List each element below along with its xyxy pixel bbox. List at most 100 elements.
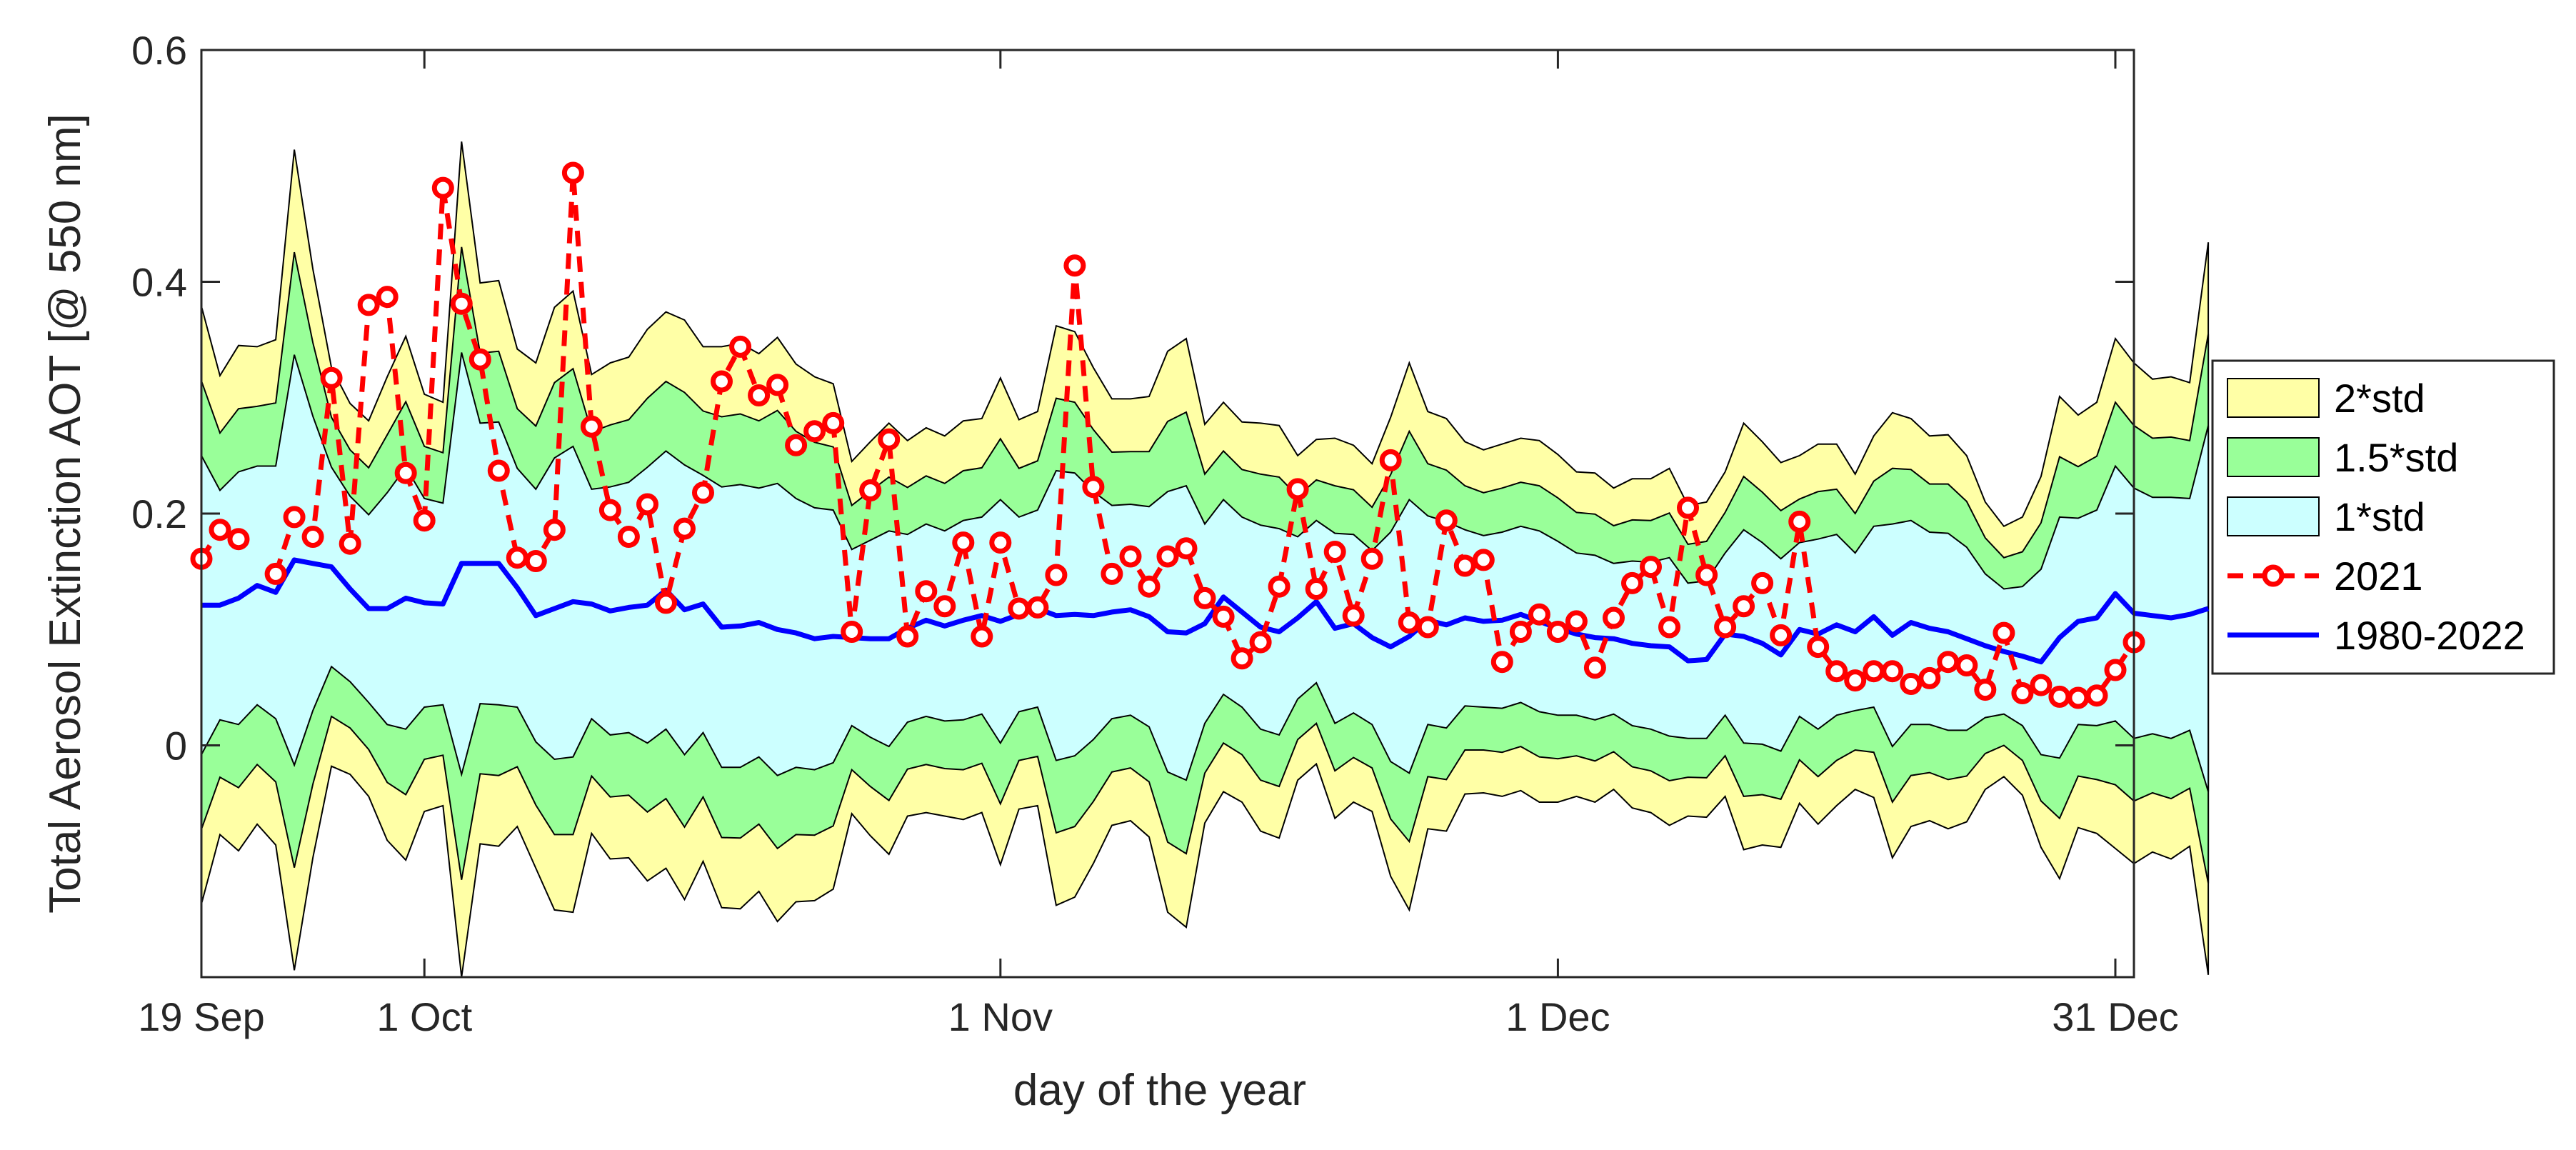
point-2021 [1416,616,1439,639]
point-2021 [1509,621,1532,643]
point-2021 [561,161,584,184]
point-2021 [1546,621,1569,643]
point-2021 [933,595,956,618]
legend-label-y2021: 2021 [2334,554,2423,599]
point-2021 [1175,537,1198,560]
point-2021 [785,434,808,456]
point-2021 [1156,545,1179,568]
point-2021 [227,528,250,551]
band-1std-group [201,352,2210,792]
point-2021 [1974,679,1997,701]
y-tick-label: 0.6 [131,28,187,73]
point-2021 [376,286,399,309]
point-2021 [636,493,658,516]
point-2021 [487,459,510,482]
point-2021 [1398,611,1420,634]
point-2021 [1472,549,1495,571]
y-axis-label: Total Aerosol Extinction AOT [@ 550 nm] [41,114,90,914]
point-2021 [506,546,528,569]
point-2021 [1695,564,1718,586]
point-2021 [841,621,863,643]
point-2021 [1008,597,1031,620]
point-2021 [2048,685,2071,708]
point-2021 [971,625,993,648]
point-2021 [952,531,975,554]
point-2021 [1268,575,1290,598]
point-2021 [580,415,603,438]
point-2021 [1379,449,1402,471]
x-tick-label: 31 Dec [2052,994,2178,1039]
point-2021 [2085,684,2108,707]
point-2021 [1621,571,1643,594]
x-tick-label: 1 Dec [1505,994,1610,1039]
point-2021 [1788,510,1811,533]
point-2021 [1770,624,1793,646]
point-2021 [896,625,919,648]
x-tick-label: 19 Sep [138,994,265,1039]
point-2021 [1082,476,1105,499]
point-2021 [2030,674,2053,696]
point-2021 [1490,651,1513,674]
point-2021 [1249,631,1272,654]
legend: 2*std 1.5*std 1*std 2021 1980-2022 [2211,359,2555,675]
point-2021 [1714,616,1737,639]
series-clim-group [201,557,2210,665]
band-1std [201,352,2210,792]
legend-swatch-std15 [2227,437,2320,477]
x-tick-label: 1 Nov [948,994,1053,1039]
legend-swatch-std2 [2227,378,2320,418]
point-2021 [431,176,454,199]
point-2021 [1286,478,1309,501]
point-2021 [1733,595,1755,618]
point-2021 [748,384,771,406]
point-2021 [1918,666,1941,689]
point-2021 [1045,564,1068,586]
point-2021 [2011,682,2034,704]
point-2021 [617,526,640,548]
point-2021 [1640,556,1662,579]
point-2021 [1119,545,1142,568]
legend-label-std2: 2*std [2334,376,2425,421]
point-2021 [1342,604,1365,627]
point-2021 [711,370,733,393]
y-tick-label: 0.2 [131,491,187,536]
point-2021 [803,420,826,443]
point-2021 [729,335,752,358]
point-2021 [1360,547,1383,570]
point-2021 [1305,578,1328,600]
legend-swatch-std1 [2227,496,2320,536]
point-2021 [673,517,696,540]
point-2021 [1528,603,1550,626]
point-2021 [339,532,361,555]
point-2021 [1583,656,1606,679]
point-2021 [1453,554,1476,577]
point-2021 [1677,496,1699,519]
point-2021 [450,292,473,315]
point-2021 [413,509,436,532]
point-2021 [766,374,789,396]
point-2021 [1435,509,1458,532]
legend-label-std15: 1.5*std [2334,435,2458,480]
series-line-1980-2022 [201,557,2210,665]
point-2021 [1844,669,1867,692]
x-ticks-group: 19 Sep 1 Oct 1 Nov 1 Dec 31 Dec [138,50,2179,1039]
point-2021 [1900,673,1923,695]
point-2021 [394,461,417,484]
point-2021 [1063,254,1086,277]
point-2021 [915,580,938,603]
legend-label-std1: 1*std [2334,494,2425,539]
point-2021 [1231,647,1253,670]
point-2021 [1138,575,1161,598]
point-2021 [543,519,566,541]
point-2021 [1881,660,1904,683]
point-2021 [2104,659,2127,681]
point-2021 [1937,651,1960,674]
point-2021 [859,479,882,501]
point-2021 [1323,541,1346,563]
point-2021 [822,411,845,434]
point-2021 [283,506,306,529]
point-2021 [878,428,901,451]
y-tick-label: 0 [165,724,187,769]
point-2021 [1751,571,1774,594]
